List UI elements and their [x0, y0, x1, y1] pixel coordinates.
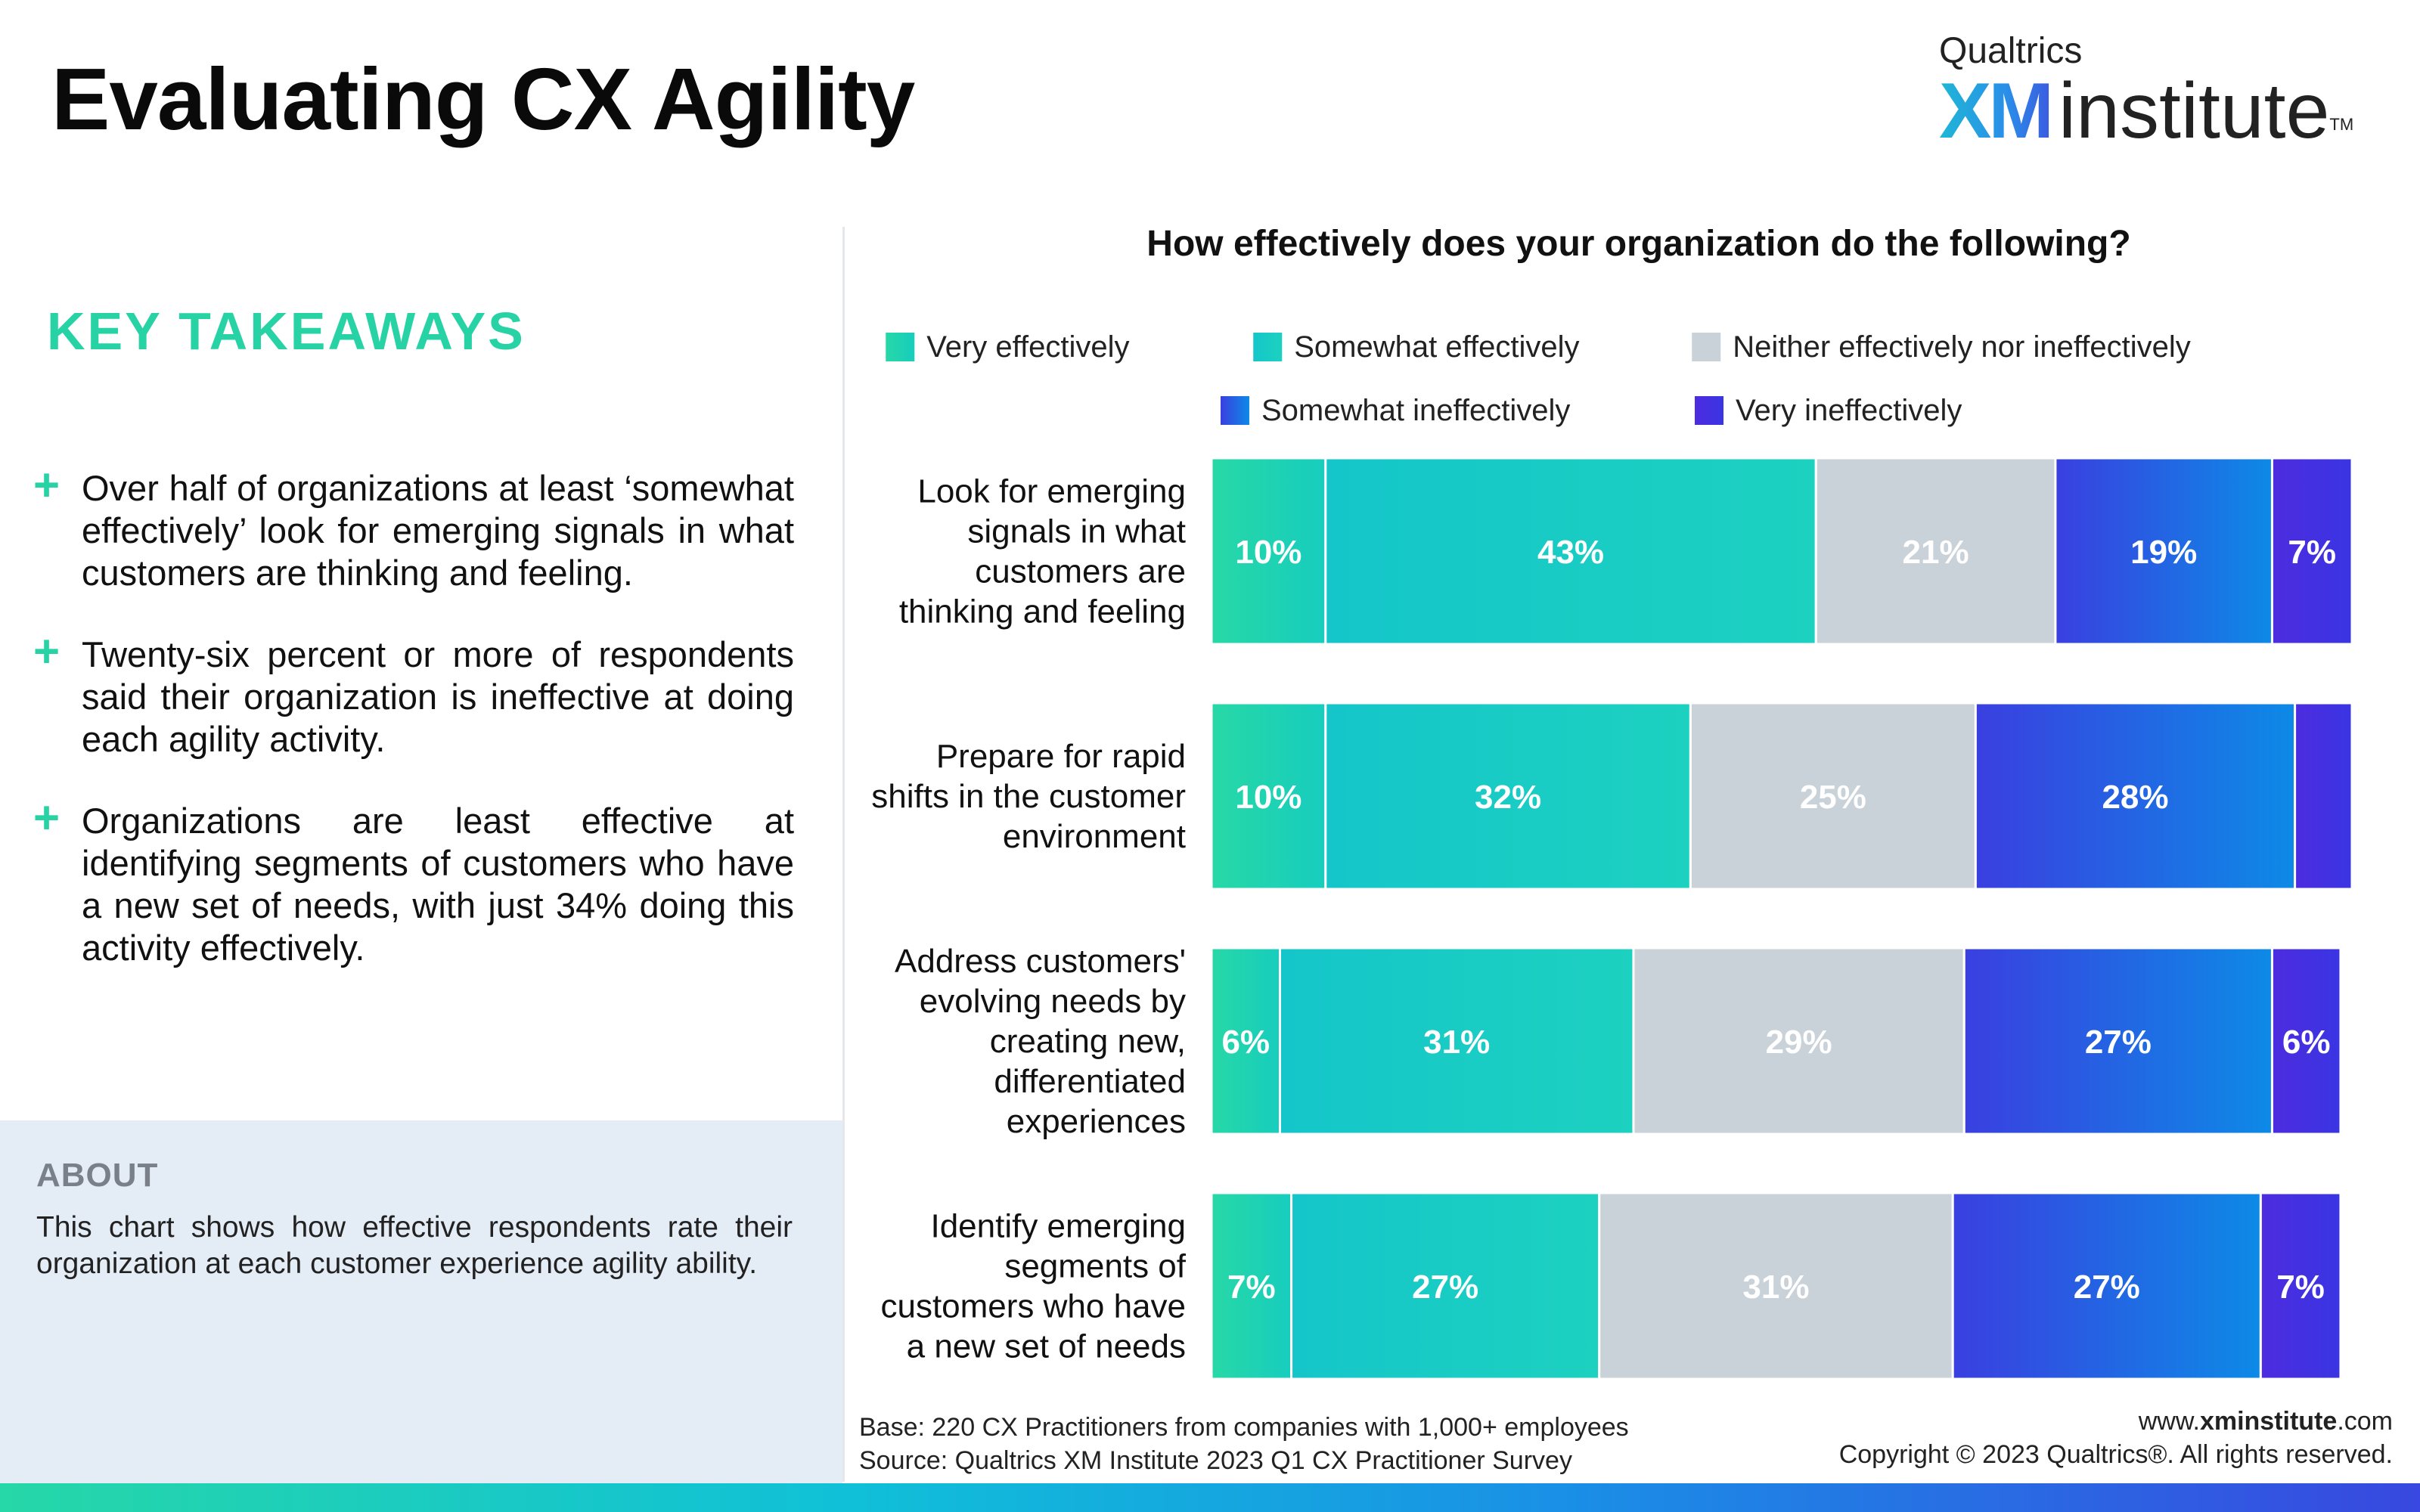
website-link[interactable]: www.xminstitute.com [1839, 1405, 2393, 1438]
page-title: Evaluating CX Agility [51, 50, 915, 148]
url-domain: xminstitute [2199, 1407, 2338, 1436]
category-label: Identify emerging segments of customers wh… [880, 1208, 1186, 1365]
bottom-gradient-bar [0, 1483, 2420, 1512]
bar-segment [1689, 702, 1977, 891]
about-text: This chart shows how effective responden… [36, 1211, 793, 1280]
bar-segment [1278, 947, 1635, 1136]
data-label: 43% [1537, 534, 1604, 571]
category-label: Look for emerging signals in what customer… [899, 473, 1186, 631]
stacked-bar-chart: How effectively does your organization d… [871, 224, 2353, 1380]
source-note: Source: Qualtrics XM Institute 2023 Q1 C… [859, 1446, 1572, 1475]
url-prefix: www. [2138, 1407, 2200, 1436]
bar-segment [2270, 947, 2342, 1136]
takeaway-text: Twenty-six percent or more of respondent… [82, 634, 794, 759]
data-label: 27% [2074, 1269, 2140, 1306]
data-label: 31% [1742, 1269, 1809, 1306]
data-label: 7% [2288, 534, 2336, 571]
bar-segment [1324, 457, 1817, 646]
about-panel: ABOUT This chart shows how effective res… [0, 1120, 842, 1483]
category-label: Prepare for rapid shifts in the customer e… [871, 738, 1186, 855]
about-heading: ABOUT [36, 1157, 159, 1194]
data-label: 28% [2102, 779, 2168, 816]
data-label: 31% [1423, 1024, 1490, 1061]
legend-swatch [1695, 396, 1723, 425]
legend-label: Very ineffectively [1736, 394, 1962, 427]
bar-segment [1632, 947, 1965, 1136]
category-label: Address customers' evolving needs by creat… [895, 943, 1186, 1140]
data-label: 27% [1412, 1269, 1478, 1306]
bar-segment [1210, 1191, 1293, 1380]
bar-segment [2294, 702, 2353, 891]
xm-institute-logo: Qualtrics XMinstituteTM [1939, 30, 2363, 153]
section-divider [842, 227, 845, 1482]
chart-title: How effectively does your organization d… [1146, 224, 2130, 264]
data-label: 19% [2130, 534, 2197, 571]
logo-trademark: TM [2329, 115, 2354, 134]
logo-xm-text: XM [1939, 67, 2054, 155]
legend-label: Neither effectively nor ineffectively [1733, 330, 2191, 364]
data-label: 27% [2085, 1024, 2152, 1061]
bar-segment [1324, 702, 1692, 891]
data-label: 32% [1475, 779, 1541, 816]
data-label: 21% [1903, 534, 1969, 571]
takeaway-item: + Over half of organizations at least ‘s… [30, 463, 794, 594]
legend-swatch [1692, 333, 1721, 361]
data-label: 10% [1235, 534, 1302, 571]
plus-icon: + [33, 792, 60, 843]
bar-segment [1210, 947, 1281, 1136]
takeaway-text: Organizations are least effective at ide… [82, 801, 794, 968]
logo-wordmark: XMinstituteTM [1939, 70, 2353, 153]
takeaway-item: + Organizations are least effective at i… [30, 795, 794, 969]
takeaway-item: + Twenty-six percent or more of responde… [30, 629, 794, 761]
data-label: 25% [1800, 779, 1866, 816]
bar-segment [1290, 1191, 1601, 1380]
bar-segment [2259, 1191, 2342, 1380]
legend-label: Very effectively [926, 330, 1129, 364]
bar-segment [1962, 947, 2273, 1136]
key-takeaways-heading: KEY TAKEAWAYS [47, 302, 526, 361]
legend-swatch [1253, 333, 1283, 361]
chart-notes: Base: 220 CX Practitioners from companie… [859, 1411, 1629, 1477]
data-label: 6% [2282, 1024, 2331, 1061]
data-label: 7% [1227, 1269, 1276, 1306]
bar-segment [1598, 1191, 1954, 1380]
takeaway-text: Over half of organizations at least ‘som… [82, 468, 794, 593]
base-note: Base: 220 CX Practitioners from companie… [859, 1413, 1629, 1442]
logo-qualtrics-text: Qualtrics [1939, 31, 2083, 71]
key-takeaways-list: + Over half of organizations at least ‘s… [30, 463, 794, 1009]
legend-swatch [1221, 396, 1249, 425]
data-label: 7% [2276, 1269, 2325, 1306]
logo-institute-text: institute [2059, 67, 2330, 155]
copyright-block: www.xminstitute.com Copyright © 2023 Qua… [1839, 1405, 2393, 1471]
plus-icon: + [33, 626, 60, 677]
bar-segment [1210, 702, 1327, 891]
data-label: 10% [1235, 779, 1302, 816]
url-suffix: .com [2337, 1407, 2393, 1436]
data-label: 29% [1766, 1024, 1832, 1061]
legend-swatch [886, 333, 915, 361]
copyright-text: Copyright © 2023 Qualtrics®. All rights … [1838, 1440, 2393, 1469]
legend-label: Somewhat ineffectively [1261, 394, 1570, 427]
bar-segment [1951, 1191, 2262, 1380]
bar-segment [2270, 457, 2353, 646]
bar-segment [2054, 457, 2273, 646]
legend-label: Somewhat effectively [1294, 330, 1579, 364]
bar-segment [1974, 702, 2297, 891]
data-label: 6% [1221, 1024, 1270, 1061]
plus-icon: + [33, 460, 60, 510]
bar-segment [1210, 457, 1327, 646]
